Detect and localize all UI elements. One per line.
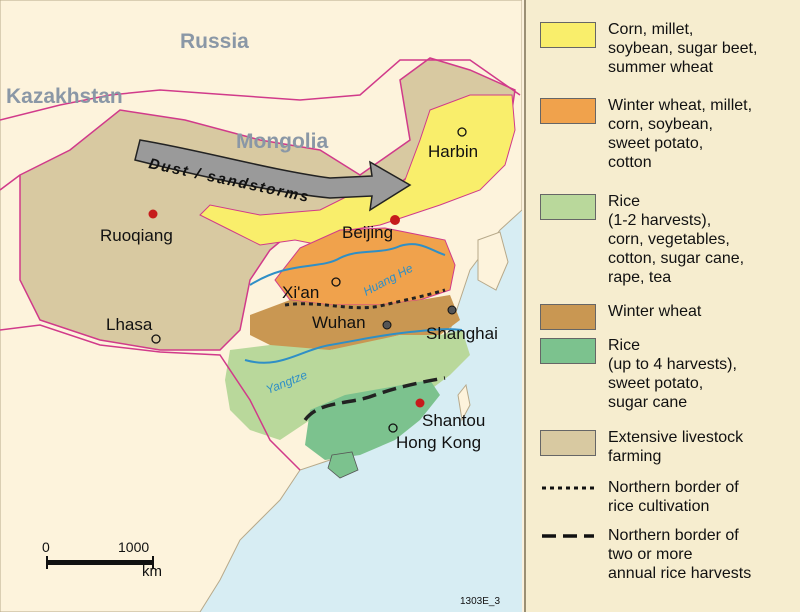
legend-item-corn-millet: Corn, millet, soybean, sugar beet, summe… bbox=[540, 20, 800, 77]
legend-swatch bbox=[540, 194, 596, 220]
legend-item-livestock: Extensive livestock farming bbox=[540, 428, 800, 466]
scale-bar-line bbox=[46, 560, 154, 565]
hong-kong-marker bbox=[388, 423, 398, 433]
ruoqiang-marker bbox=[148, 209, 158, 219]
yangtze-river bbox=[244, 328, 463, 364]
korea-land bbox=[477, 231, 509, 291]
city-hong-kong: Hong Kong bbox=[396, 433, 481, 452]
wuhan-marker bbox=[382, 320, 392, 330]
country-kazakhstan: Kazakhstan bbox=[6, 85, 123, 108]
legend-label: Winter wheat bbox=[608, 303, 702, 320]
city-shanghai: Shanghai bbox=[426, 324, 498, 343]
city-lhasa: Lhasa bbox=[106, 315, 153, 334]
legend-item-rice-border: Northern border of rice cultivation bbox=[540, 478, 800, 516]
city-wuhan: Wuhan bbox=[312, 313, 366, 332]
legend-label: Extensive livestock farming bbox=[608, 429, 744, 465]
legend-item-rice-4: Rice (up to 4 harvests), sweet potato, s… bbox=[540, 336, 800, 412]
legend-swatch bbox=[540, 22, 596, 48]
shanghai-marker bbox=[447, 305, 457, 315]
xian-marker bbox=[331, 277, 341, 287]
scale-unit-label: km bbox=[142, 563, 162, 580]
huang-he-river bbox=[249, 243, 446, 286]
legend-swatch bbox=[540, 338, 596, 364]
country-mongolia: Mongolia bbox=[236, 130, 328, 153]
city-shantou: Shantou bbox=[422, 411, 485, 430]
city-ruoqiang: Ruoqiang bbox=[100, 226, 173, 245]
legend-label: Rice (up to 4 harvests), sweet potato, s… bbox=[608, 337, 737, 411]
scale-end-label: 1000 bbox=[118, 539, 149, 555]
legend-swatch bbox=[540, 304, 596, 330]
corn-millet-region bbox=[199, 94, 516, 246]
taiwan-land bbox=[457, 383, 471, 422]
multi-harvest-border-line bbox=[303, 376, 446, 422]
legend-label: Winter wheat, millet, corn, soybean, swe… bbox=[608, 97, 753, 171]
legend-label: Northern border of rice cultivation bbox=[608, 479, 739, 515]
winter-wheat-region bbox=[250, 295, 460, 355]
beijing-marker bbox=[390, 215, 400, 225]
harbin-marker bbox=[457, 127, 467, 137]
city-xian: Xi'an bbox=[282, 283, 319, 302]
china-agriculture-map: Dust / sandstorms Russia Kazakhstan Mong… bbox=[0, 0, 522, 612]
map-code: 1303E_3 bbox=[460, 596, 500, 607]
lhasa-marker bbox=[151, 334, 161, 344]
legend-label: Rice (1-2 harvests), corn, vegetables, c… bbox=[608, 193, 745, 286]
legend-item-winter-wheat-millet: Winter wheat, millet, corn, soybean, swe… bbox=[540, 96, 800, 172]
rice-1-2-region bbox=[225, 330, 470, 440]
legend-swatch bbox=[540, 430, 596, 456]
northern-border bbox=[0, 59, 521, 121]
legend: Corn, millet, soybean, sugar beet, summe… bbox=[524, 0, 800, 612]
scale-start-label: 0 bbox=[42, 539, 50, 555]
southern-border bbox=[0, 324, 301, 471]
legend-dashed-line bbox=[540, 526, 596, 546]
legend-label: Corn, millet, soybean, sugar beet, summe… bbox=[608, 21, 758, 76]
scale-bar: 0 1000 km bbox=[42, 539, 162, 580]
city-harbin: Harbin bbox=[428, 142, 478, 161]
legend-label: Northern border of two or more annual ri… bbox=[608, 527, 752, 582]
legend-dotted-line bbox=[540, 478, 596, 498]
legend-swatch bbox=[540, 98, 596, 124]
country-russia: Russia bbox=[180, 30, 249, 53]
legend-item-multi-harvest-border: Northern border of two or more annual ri… bbox=[540, 526, 800, 583]
hainan-island bbox=[327, 451, 359, 479]
city-beijing: Beijing bbox=[342, 223, 393, 242]
legend-item-rice-1-2: Rice (1-2 harvests), corn, vegetables, c… bbox=[540, 192, 800, 287]
rice-4-region bbox=[305, 380, 440, 460]
western-border bbox=[0, 174, 21, 191]
legend-item-winter-wheat: Winter wheat bbox=[540, 302, 800, 330]
shantou-marker bbox=[415, 398, 425, 408]
